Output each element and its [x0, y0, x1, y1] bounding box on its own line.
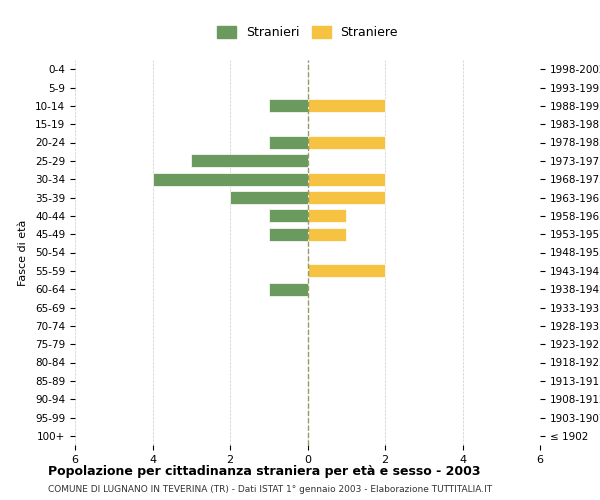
Bar — [308, 228, 346, 240]
Bar — [308, 264, 385, 277]
Y-axis label: Fasce di età: Fasce di età — [18, 220, 28, 286]
Bar — [269, 100, 308, 112]
Bar — [269, 283, 308, 296]
Bar — [191, 154, 308, 167]
Bar — [269, 210, 308, 222]
Bar — [269, 228, 308, 240]
Legend: Stranieri, Straniere: Stranieri, Straniere — [211, 20, 404, 46]
Bar — [308, 100, 385, 112]
Bar — [308, 210, 346, 222]
Text: COMUNE DI LUGNANO IN TEVERINA (TR) - Dati ISTAT 1° gennaio 2003 - Elaborazione T: COMUNE DI LUGNANO IN TEVERINA (TR) - Dat… — [48, 485, 492, 494]
Bar — [308, 173, 385, 186]
Bar — [308, 191, 385, 204]
Bar — [152, 173, 308, 186]
Bar — [230, 191, 308, 204]
Text: Popolazione per cittadinanza straniera per età e sesso - 2003: Popolazione per cittadinanza straniera p… — [48, 465, 481, 478]
Bar — [269, 136, 308, 149]
Bar — [308, 136, 385, 149]
